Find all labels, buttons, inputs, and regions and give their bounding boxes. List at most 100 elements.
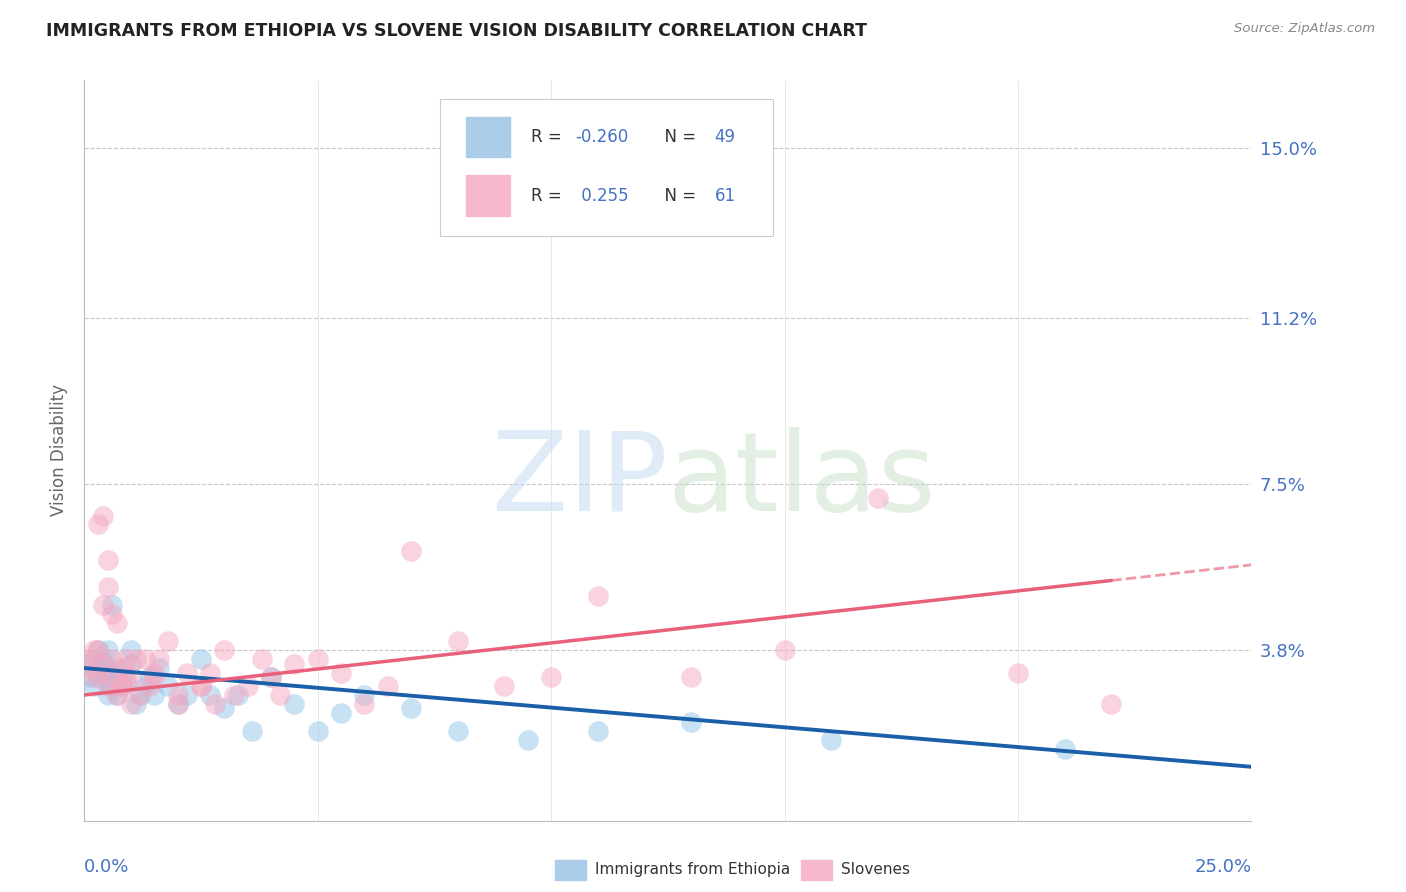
Point — [307, 652, 329, 666]
Point — [115, 652, 138, 666]
Point — [260, 670, 283, 684]
Point — [143, 665, 166, 680]
Point — [377, 679, 399, 693]
Point — [87, 643, 110, 657]
Point — [83, 652, 105, 666]
Point — [87, 661, 110, 675]
FancyBboxPatch shape — [440, 99, 773, 235]
Point — [105, 688, 128, 702]
Point — [97, 661, 120, 675]
Point — [148, 661, 170, 675]
Point — [148, 652, 170, 666]
FancyBboxPatch shape — [465, 176, 510, 216]
Point — [77, 652, 100, 666]
Point — [494, 679, 516, 693]
Point — [190, 652, 212, 666]
Point — [77, 670, 100, 684]
Point — [97, 580, 120, 594]
Point — [115, 670, 138, 684]
Point — [204, 697, 226, 711]
Text: 49: 49 — [714, 128, 735, 146]
Point — [283, 697, 305, 711]
Point — [586, 589, 609, 603]
Point — [115, 674, 138, 689]
Point — [101, 607, 124, 622]
Point — [111, 679, 134, 693]
Point — [228, 688, 250, 702]
Point — [111, 670, 134, 684]
Point — [166, 697, 188, 711]
Point — [77, 661, 100, 675]
Point — [200, 688, 222, 702]
Text: Source: ZipAtlas.com: Source: ZipAtlas.com — [1234, 22, 1375, 36]
Point — [200, 665, 222, 680]
Point — [820, 732, 842, 747]
Point — [681, 670, 703, 684]
Text: N =: N = — [654, 128, 702, 146]
Point — [330, 665, 353, 680]
Point — [101, 670, 124, 684]
Point — [97, 643, 120, 657]
Point — [214, 643, 236, 657]
Point — [87, 670, 110, 684]
Point — [307, 723, 329, 738]
Point — [353, 697, 375, 711]
Point — [87, 643, 110, 657]
Point — [242, 723, 264, 738]
Point — [222, 688, 245, 702]
Point — [166, 697, 188, 711]
Point — [269, 688, 291, 702]
Point — [91, 652, 114, 666]
Point — [129, 688, 152, 702]
Point — [166, 688, 188, 702]
Point — [97, 670, 120, 684]
Point — [1053, 742, 1076, 756]
Point — [101, 665, 124, 680]
Point — [120, 643, 142, 657]
Point — [138, 679, 160, 693]
Point — [214, 701, 236, 715]
Point — [87, 517, 110, 532]
Point — [399, 544, 422, 558]
Point — [111, 679, 134, 693]
Point — [681, 714, 703, 729]
Point — [91, 665, 114, 680]
Text: ZIP: ZIP — [492, 426, 668, 533]
Point — [236, 679, 259, 693]
Point — [134, 679, 156, 693]
Point — [134, 652, 156, 666]
Text: R =: R = — [531, 186, 567, 205]
Point — [83, 670, 105, 684]
Point — [105, 661, 128, 675]
Point — [447, 723, 470, 738]
Point — [97, 679, 120, 693]
Point — [111, 661, 134, 675]
Text: Immigrants from Ethiopia: Immigrants from Ethiopia — [595, 863, 790, 877]
Point — [83, 679, 105, 693]
Point — [87, 665, 110, 680]
Point — [120, 670, 142, 684]
Text: Slovenes: Slovenes — [841, 863, 910, 877]
Point — [157, 679, 180, 693]
Point — [540, 670, 562, 684]
Point — [250, 652, 273, 666]
Point — [91, 657, 114, 671]
Text: IMMIGRANTS FROM ETHIOPIA VS SLOVENE VISION DISABILITY CORRELATION CHART: IMMIGRANTS FROM ETHIOPIA VS SLOVENE VISI… — [46, 22, 868, 40]
Text: 0.255: 0.255 — [575, 186, 628, 205]
Point — [143, 670, 166, 684]
Point — [91, 508, 114, 523]
Point — [330, 706, 353, 720]
Point — [143, 688, 166, 702]
Point — [157, 634, 180, 648]
Text: atlas: atlas — [668, 426, 936, 533]
Point — [138, 670, 160, 684]
Point — [105, 688, 128, 702]
Text: N =: N = — [654, 186, 702, 205]
Point — [101, 679, 124, 693]
Point — [190, 679, 212, 693]
Point — [399, 701, 422, 715]
Point — [586, 723, 609, 738]
Text: R =: R = — [531, 128, 567, 146]
Text: 61: 61 — [714, 186, 735, 205]
Point — [97, 553, 120, 567]
